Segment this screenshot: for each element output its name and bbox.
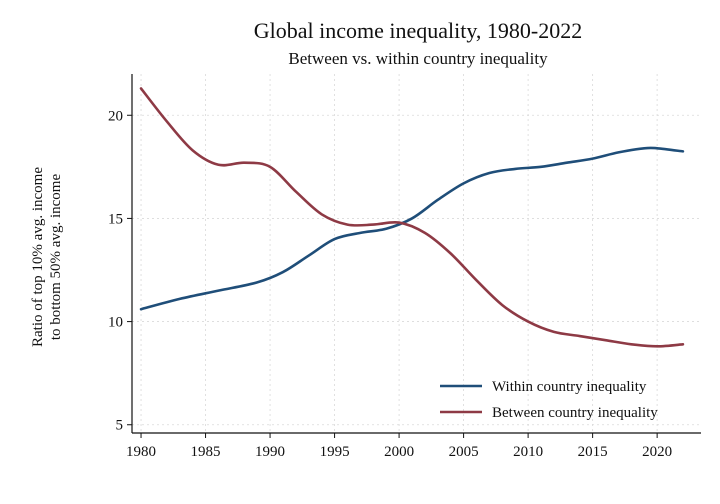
y-tick-label: 15 — [108, 211, 123, 227]
y-axis-label-line-2: to bottom 50% avg. income — [48, 174, 64, 341]
chart-subtitle: Between vs. within country inequality — [288, 49, 548, 68]
series-line-within-country-inequality — [139, 146, 685, 311]
x-tick-label: 1980 — [126, 444, 156, 460]
x-tick-label: 2000 — [384, 444, 414, 460]
axes: 1980 1985 1990 1995 2000 2005 2010 2015 2020 5 10 1… — [108, 74, 701, 460]
x-tick-label: 1995 — [320, 444, 350, 460]
x-tick-label: 1985 — [191, 444, 221, 460]
x-tick-label: 2020 — [642, 444, 672, 460]
x-tick-label: 2010 — [513, 444, 543, 460]
series-lines — [139, 87, 685, 348]
y-tick-label: 5 — [116, 418, 124, 434]
y-axis-label-line-1: Ratio of top 10% avg. income — [30, 167, 46, 347]
chart-title: Global income inequality, 1980-2022 — [254, 18, 583, 43]
y-tick-label: 20 — [108, 108, 123, 124]
series-line-between-country-inequality — [139, 87, 685, 348]
x-tick-label: 2005 — [449, 444, 479, 460]
y-tick-label: 10 — [108, 315, 123, 331]
x-tick-label: 2015 — [578, 444, 608, 460]
legend-label-between-country-inequality: Between country inequality — [492, 405, 658, 421]
x-tick-label: 1990 — [255, 444, 285, 460]
legend: Within country inequality Between country… — [440, 379, 658, 421]
legend-label-within-country-inequality: Within country inequality — [492, 379, 647, 395]
y-axis-label: Ratio of top 10% avg. income to bottom 5… — [30, 167, 64, 347]
